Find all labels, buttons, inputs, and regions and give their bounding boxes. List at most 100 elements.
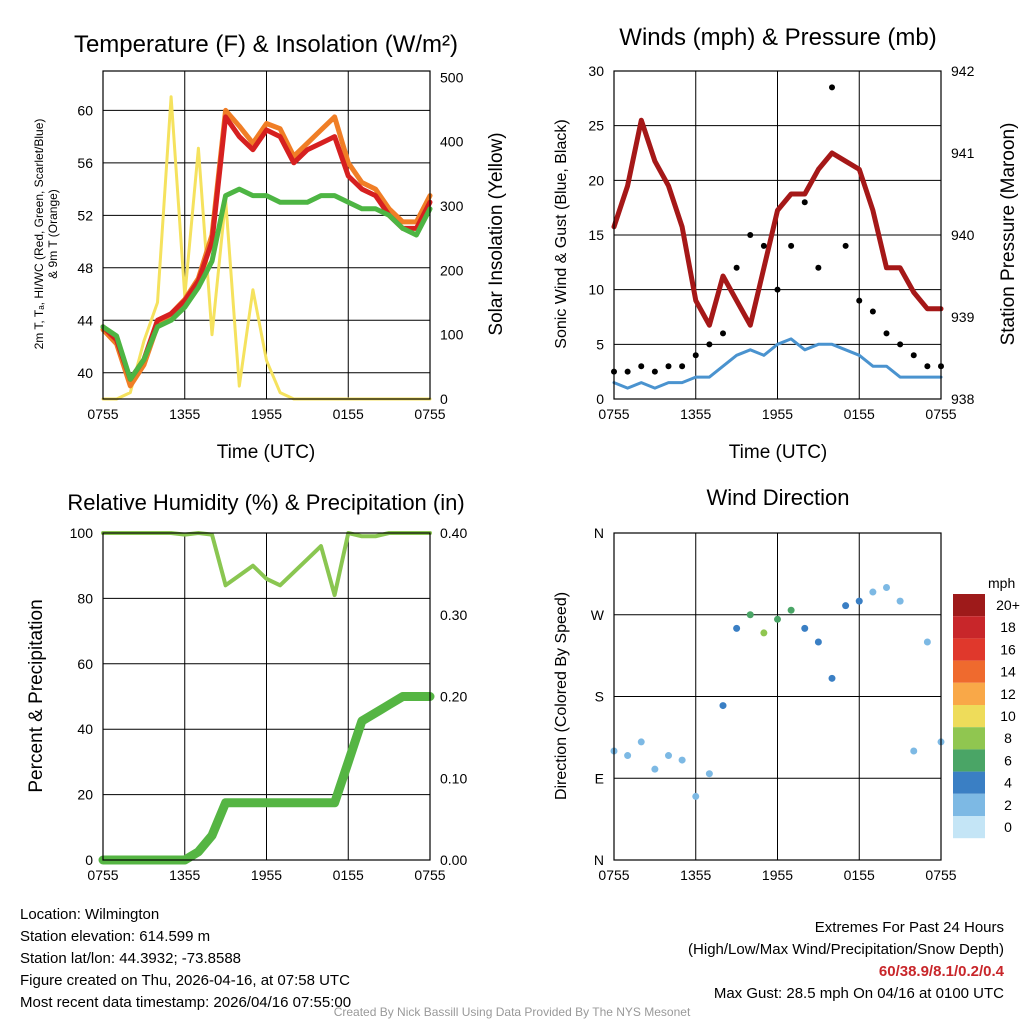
direction-point [746, 611, 754, 619]
x-tick-label: 0755 [414, 867, 445, 883]
rh-ylabel-left: Percent & Precipitation [26, 599, 47, 792]
info-recent: Most recent data timestamp: 2026/04/16 0… [20, 994, 352, 1011]
direction-point [692, 792, 700, 800]
y2-tick-label: 0.00 [440, 852, 467, 868]
legend-swatch [953, 682, 985, 705]
rh-plot-frame [102, 532, 431, 861]
direction-point [733, 624, 741, 632]
gust-point [801, 199, 808, 206]
temp-ylabel-right: Solar Insolation (Yellow) [486, 132, 507, 335]
temp-title: Temperature (F) & Insolation (W/m²) [74, 31, 458, 58]
direction-point [923, 638, 931, 646]
y-tick-label: E [595, 770, 604, 786]
direction-point [719, 702, 727, 710]
y-tick-label: 20 [588, 172, 604, 188]
direction-point [624, 752, 632, 760]
gust-point [706, 341, 713, 348]
x-tick-label: 1955 [251, 867, 282, 883]
gust-point [665, 363, 672, 370]
direction-point [869, 588, 877, 596]
temp-grid [102, 71, 431, 399]
y2-tick-label: 942 [951, 63, 975, 79]
gust-point [692, 352, 699, 359]
rh-title: Relative Humidity (%) & Precipitation (i… [67, 490, 464, 515]
pressure-line [611, 117, 944, 328]
gust-point [788, 242, 795, 249]
y-tick-label: S [595, 689, 604, 705]
gust-point [829, 84, 835, 91]
x-tick-label: 1355 [680, 406, 711, 422]
gust-point [638, 363, 645, 370]
y-tick-label: N [594, 852, 604, 868]
y-tick-label: 40 [77, 721, 93, 737]
direction-point [801, 624, 809, 632]
y2-tick-label: 100 [440, 327, 464, 343]
gust-point [774, 286, 781, 293]
x-tick-label: 0155 [844, 406, 875, 422]
x-tick-label: 0755 [87, 406, 118, 422]
wind-grid [613, 70, 942, 400]
legend-label: 12 [1000, 686, 1016, 702]
legend-swatch [953, 727, 985, 750]
legend-label: 18 [1000, 619, 1016, 635]
y2-tick-label: 0.30 [440, 607, 467, 623]
temp-plot-frame [102, 70, 431, 400]
direction-point [651, 765, 659, 773]
info-created: Figure created on Thu, 2026-04-16, at 07… [20, 972, 350, 989]
y-tick-label: 0 [85, 852, 93, 868]
legend-swatch [953, 816, 985, 839]
legend-swatch [953, 660, 985, 683]
y-tick-label: 15 [588, 227, 604, 243]
extremes-gust: Max Gust: 28.5 mph On 04/16 at 0100 UTC [713, 985, 1004, 1002]
wind-xlabel: Time (UTC) [729, 442, 828, 463]
rh-grid [102, 532, 431, 861]
y2-tick-label: 0 [440, 391, 448, 407]
y2-tick-label: 939 [951, 309, 975, 325]
legend-swatch [953, 638, 985, 661]
gust-point [679, 363, 686, 370]
temp-series-line [100, 114, 433, 382]
temp-ylabel-1: 2m T, Tₐ, HI/WC (Red, Green, Scarlet/Blu… [32, 119, 46, 350]
legend-swatch [953, 616, 985, 639]
y2-tick-label: 941 [951, 145, 975, 161]
gust-point [842, 242, 849, 249]
gust-point [897, 341, 904, 348]
info-location: Location: Wilmington [20, 906, 160, 923]
y2-tick-label: 938 [951, 391, 975, 407]
x-tick-label: 0755 [598, 406, 629, 422]
temp-ticks: 0755 1355 1955 0155 0755 40 44 48 52 56 60 0 100 200 3… [77, 69, 463, 422]
gust-point [815, 264, 822, 271]
x-tick-label: 1955 [762, 406, 793, 422]
legend-swatch [953, 705, 985, 728]
y-tick-label: 10 [588, 282, 604, 298]
x-tick-label: 1955 [762, 867, 793, 883]
y2-tick-label: 400 [440, 134, 464, 150]
dir-series [610, 584, 945, 800]
legend-label: 14 [1000, 664, 1016, 680]
station-info: Location: Wilmington Station elevation: … [20, 904, 351, 1014]
x-tick-label: 0155 [844, 867, 875, 883]
extremes-values: 60/38.9/8.1/0.2/0.4 [878, 963, 1004, 980]
y-tick-label: 48 [77, 260, 93, 276]
x-tick-label: 0755 [414, 406, 445, 422]
x-tick-label: 1355 [169, 406, 200, 422]
legend-swatch [953, 594, 985, 617]
temp-ylabel-2: & 9m T (Orange) [46, 189, 60, 279]
wind-series [611, 84, 944, 390]
direction-point [665, 752, 672, 760]
y-tick-label: 30 [588, 63, 604, 79]
direction-point [855, 597, 863, 605]
y2-tick-label: 0.40 [440, 525, 467, 541]
y-tick-label: 44 [77, 312, 93, 328]
gust-point [869, 308, 876, 315]
gust-point [733, 264, 740, 271]
x-tick-label: 0755 [925, 867, 956, 883]
dir-plot-frame [613, 532, 942, 861]
direction-point [774, 615, 781, 623]
speed-legend: 20+ 18 16 14 12 10 8 6 4 2 0 [953, 594, 1020, 839]
temp-series-line [100, 186, 433, 382]
temp-xlabel: Time (UTC) [217, 442, 316, 463]
y-tick-label: N [594, 525, 604, 541]
